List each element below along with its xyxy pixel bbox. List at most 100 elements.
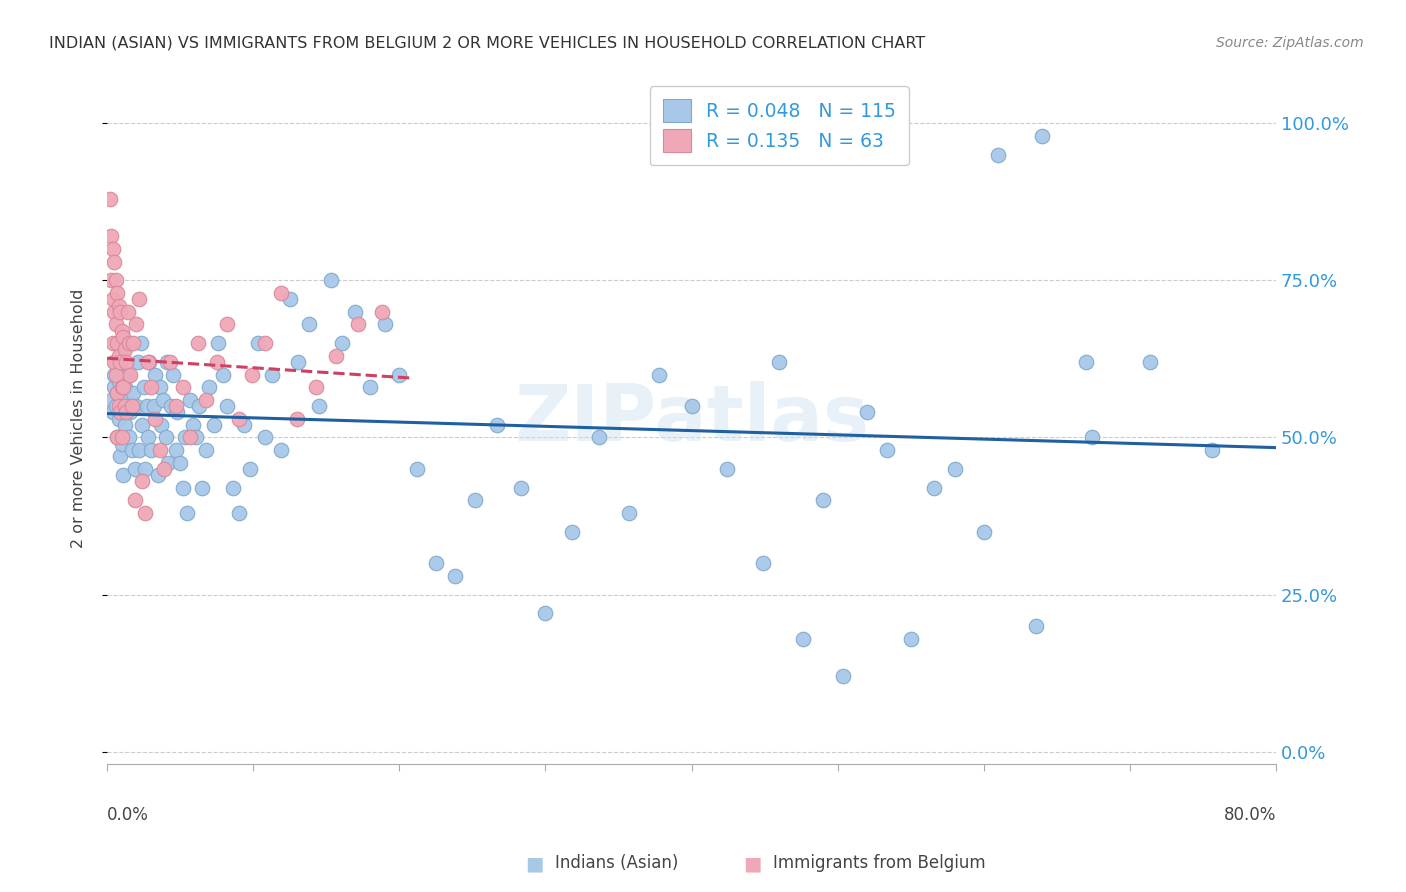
Point	[103, 305, 125, 319]
Point	[128, 292, 150, 306]
Point	[371, 305, 394, 319]
Point	[162, 368, 184, 382]
Point	[486, 417, 509, 432]
Point	[103, 368, 125, 382]
Point	[118, 336, 141, 351]
Point	[943, 462, 966, 476]
Point	[681, 399, 703, 413]
Point	[344, 305, 367, 319]
Point	[101, 242, 124, 256]
Point	[202, 417, 225, 432]
Point	[233, 417, 256, 432]
Point	[215, 399, 238, 413]
Point	[101, 405, 124, 419]
Point	[111, 386, 134, 401]
Point	[1074, 355, 1097, 369]
Point	[131, 475, 153, 489]
Point	[173, 430, 195, 444]
Point	[124, 462, 146, 476]
Point	[122, 386, 145, 401]
Point	[648, 368, 671, 382]
Point	[561, 524, 583, 539]
Point	[347, 318, 370, 332]
Point	[724, 128, 747, 143]
Point	[792, 632, 814, 646]
Point	[114, 417, 136, 432]
Point	[176, 506, 198, 520]
Point	[374, 318, 396, 332]
Point	[120, 368, 142, 382]
Point	[142, 399, 165, 413]
Point	[215, 318, 238, 332]
Point	[359, 380, 381, 394]
Point	[716, 462, 738, 476]
Point	[149, 443, 172, 458]
Point	[228, 411, 250, 425]
Point	[1031, 128, 1053, 143]
Point	[114, 343, 136, 357]
Point	[134, 506, 156, 520]
Point	[752, 556, 775, 570]
Point	[143, 368, 166, 382]
Point	[122, 336, 145, 351]
Point	[115, 392, 138, 407]
Point	[139, 380, 162, 394]
Point	[105, 336, 128, 351]
Point	[105, 386, 128, 401]
Point	[169, 456, 191, 470]
Point	[111, 436, 134, 450]
Point	[207, 336, 229, 351]
Point	[856, 405, 879, 419]
Point	[115, 405, 138, 419]
Point	[987, 147, 1010, 161]
Point	[107, 298, 129, 312]
Point	[153, 462, 176, 476]
Point	[900, 632, 922, 646]
Point	[973, 524, 995, 539]
Point	[121, 443, 143, 458]
Point	[104, 355, 127, 369]
Point	[118, 430, 141, 444]
Point	[112, 399, 135, 413]
Point	[107, 374, 129, 388]
Point	[405, 462, 427, 476]
Point	[172, 380, 194, 394]
Point	[270, 443, 292, 458]
Point	[319, 273, 342, 287]
Point	[105, 430, 128, 444]
Point	[100, 392, 122, 407]
Point	[160, 399, 183, 413]
Point	[195, 392, 218, 407]
Text: ZIPatlas: ZIPatlas	[515, 381, 869, 457]
Point	[101, 336, 124, 351]
Point	[262, 368, 284, 382]
Point	[110, 405, 132, 419]
Point	[107, 411, 129, 425]
Point	[138, 355, 160, 369]
Point	[104, 399, 127, 413]
Point	[198, 380, 221, 394]
Text: Indians (Asian): Indians (Asian)	[555, 855, 679, 872]
Text: Immigrants from Belgium: Immigrants from Belgium	[773, 855, 986, 872]
Point	[239, 462, 262, 476]
Text: INDIAN (ASIAN) VS IMMIGRANTS FROM BELGIUM 2 OR MORE VEHICLES IN HOUSEHOLD CORREL: INDIAN (ASIAN) VS IMMIGRANTS FROM BELGIU…	[49, 36, 925, 51]
Point	[287, 355, 309, 369]
Point	[105, 285, 128, 300]
Point	[188, 399, 211, 413]
Point	[110, 450, 132, 464]
Point	[134, 462, 156, 476]
Point	[246, 336, 269, 351]
Point	[103, 380, 125, 394]
Point	[165, 443, 187, 458]
Point	[228, 506, 250, 520]
Point	[186, 430, 208, 444]
Point	[1139, 355, 1161, 369]
Text: Source: ZipAtlas.com: Source: ZipAtlas.com	[1216, 36, 1364, 50]
Point	[125, 318, 148, 332]
Point	[111, 380, 134, 394]
Point	[136, 430, 159, 444]
Point	[103, 254, 125, 268]
Point	[129, 336, 152, 351]
Point	[110, 361, 132, 376]
Point	[270, 285, 292, 300]
